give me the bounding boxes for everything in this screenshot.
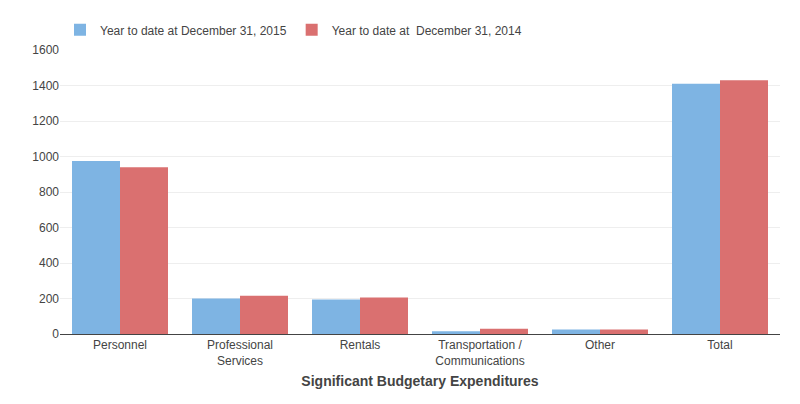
svg-text:Total: Total <box>707 338 732 352</box>
svg-text:Transportation /Communications: Transportation /Communications <box>435 338 524 368</box>
svg-text:1400: 1400 <box>32 79 59 93</box>
svg-text:Significant Budgetary Expendit: Significant Budgetary Expenditures <box>301 373 538 389</box>
svg-text:Other: Other <box>585 338 615 352</box>
svg-text:600: 600 <box>39 221 59 235</box>
svg-text:400: 400 <box>39 256 59 270</box>
svg-text:Rentals: Rentals <box>340 338 381 352</box>
svg-text:Year to date at December 31, 2: Year to date at December 31, 2015 <box>100 24 287 38</box>
svg-text:1200: 1200 <box>32 114 59 128</box>
svg-text:Year to date at December 31,: Year to date at December 31, 2014 <box>332 24 522 38</box>
svg-text:200: 200 <box>39 292 59 306</box>
svg-text:Personnel: Personnel <box>93 338 147 352</box>
svg-text:ProfessionalServices: ProfessionalServices <box>207 338 273 368</box>
svg-text:0: 0 <box>52 327 59 341</box>
svg-text:1000: 1000 <box>32 150 59 164</box>
svg-text:800: 800 <box>39 185 59 199</box>
svg-text:1600: 1600 <box>32 43 59 57</box>
